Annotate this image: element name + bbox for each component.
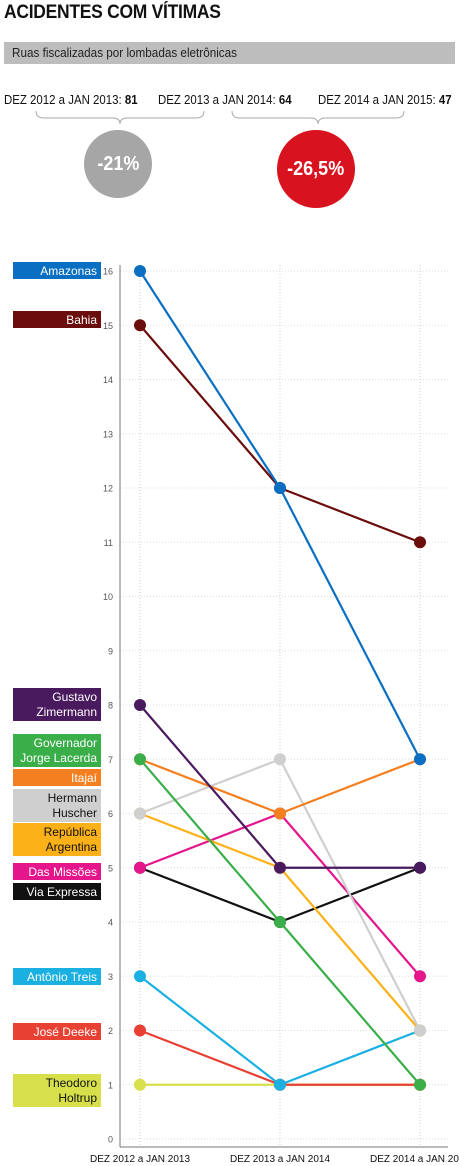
y-tick-label: 12 — [103, 484, 113, 494]
legend-label: Via Expressa — [27, 885, 98, 899]
y-tick-label: 3 — [108, 972, 113, 982]
y-tick-label: 7 — [108, 755, 113, 765]
legend-tag — [13, 769, 101, 786]
data-point — [274, 861, 286, 874]
period-label-3: DEZ 2014 a JAN 2015: — [318, 92, 436, 107]
chart-title: ACIDENTES COM VÍTIMAS — [4, 2, 221, 23]
legend-tag — [13, 823, 101, 856]
legend-label: Argentina — [46, 840, 98, 854]
legend-tag — [13, 1023, 101, 1040]
bracket-right — [231, 110, 405, 125]
data-point — [134, 1024, 146, 1037]
x-tick-label: DEZ 2014 a JAN 2015 — [370, 1154, 459, 1165]
data-point — [414, 753, 426, 766]
legend-label: Zimermann — [36, 705, 97, 719]
period-total-3: DEZ 2014 a JAN 2015: 47 — [318, 92, 452, 107]
series-line — [139, 704, 420, 869]
subtitle-bar: Ruas fiscalizadas por lombadas eletrônic… — [4, 42, 455, 64]
data-point — [274, 753, 286, 766]
x-tick-label: DEZ 2012 a JAN 2013 — [90, 1154, 190, 1165]
period-value-2: 64 — [278, 92, 292, 107]
y-tick-label: 14 — [103, 375, 113, 385]
data-point — [134, 970, 146, 983]
y-tick-label: 10 — [103, 592, 113, 602]
data-point — [414, 1078, 426, 1091]
data-point — [414, 970, 426, 983]
y-tick-label: 13 — [103, 429, 113, 439]
y-tick-label: 8 — [108, 701, 113, 711]
legend-label: Amazonas — [40, 264, 97, 278]
legend-tag — [13, 883, 101, 900]
legend-label: Governador — [34, 736, 97, 750]
legend-label: Bahia — [66, 313, 97, 327]
period-brackets — [35, 110, 405, 125]
legend-tag — [13, 311, 101, 328]
period-label-2: DEZ 2013 a JAN 2014: — [158, 92, 276, 107]
y-tick-label: 0 — [108, 1135, 113, 1145]
period-total-1: DEZ 2012 a JAN 2013: 81 — [4, 92, 138, 107]
legend-label: Huscher — [52, 806, 97, 820]
change-label-1: -21% — [96, 152, 140, 175]
legend-tag — [13, 789, 101, 822]
data-point — [414, 861, 426, 874]
data-point — [274, 1078, 286, 1091]
data-point — [414, 536, 426, 549]
legend-tag — [13, 262, 101, 279]
legend-label: Hermann — [48, 791, 97, 805]
legend-label: Gustavo — [52, 690, 97, 704]
legend-label: Theodoro — [46, 1076, 98, 1090]
legend-label: República — [44, 825, 98, 839]
legend-tag — [13, 688, 101, 721]
data-point — [134, 807, 146, 820]
data-point — [134, 1078, 146, 1091]
legend-tag — [13, 1074, 101, 1107]
y-tick-label: 15 — [103, 321, 113, 331]
data-point — [134, 699, 146, 711]
legend-label: Jorge Lacerda — [20, 751, 97, 765]
y-tick-label: 6 — [108, 809, 113, 819]
data-point — [414, 1024, 426, 1037]
change-label-2: -26,5% — [287, 157, 345, 180]
y-tick-label: 2 — [108, 1026, 113, 1036]
change-badge-1: -21% — [84, 130, 152, 198]
y-tick-label: 1 — [108, 1080, 113, 1090]
legend-tag — [13, 863, 101, 880]
y-tick-label: 9 — [108, 646, 113, 656]
chart-subtitle: Ruas fiscalizadas por lombadas eletrônic… — [12, 45, 238, 60]
data-point — [134, 319, 146, 332]
change-badge-2: -26,5% — [277, 130, 355, 208]
legend-label: José Deeke — [34, 1025, 98, 1039]
legend-tag — [13, 968, 101, 985]
data-point — [134, 753, 146, 766]
y-tick-label: 16 — [103, 267, 113, 277]
legend-label: Antônio Treis — [27, 970, 97, 984]
period-value-3: 47 — [438, 92, 452, 107]
data-point — [134, 861, 146, 874]
period-label-1: DEZ 2012 a JAN 2013: — [4, 92, 122, 107]
y-tick-label: 11 — [104, 538, 113, 548]
x-tick-label: DEZ 2013 a JAN 2014 — [230, 1154, 330, 1165]
legend-tag — [13, 734, 101, 767]
legend-label: Das Missões — [28, 865, 97, 879]
data-point — [134, 265, 146, 277]
period-total-2: DEZ 2013 a JAN 2014: 64 — [158, 92, 292, 107]
data-point — [274, 807, 286, 820]
y-tick-label: 4 — [108, 918, 113, 928]
series-line — [139, 270, 421, 760]
series-line — [139, 812, 421, 977]
bracket-left — [35, 110, 205, 125]
legend-label: Holtrup — [58, 1091, 97, 1105]
legend-label: Itajaí — [71, 771, 98, 785]
y-tick-label: 5 — [108, 863, 113, 873]
data-point — [274, 916, 286, 928]
data-point — [274, 482, 286, 494]
period-value-1: 81 — [124, 92, 138, 107]
